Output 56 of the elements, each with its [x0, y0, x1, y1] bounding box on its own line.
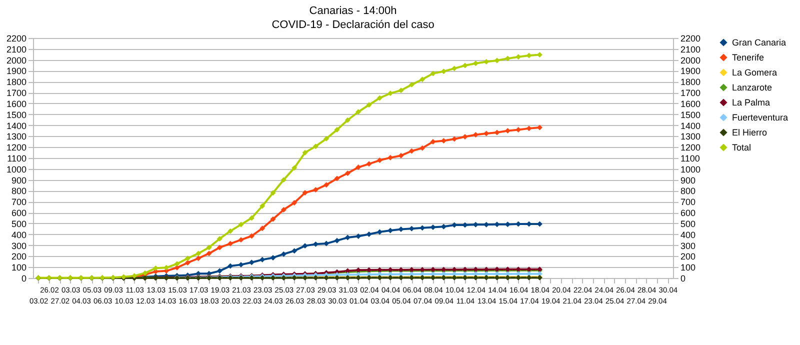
legend-label: La Palma [732, 98, 770, 108]
y-tick-label: 1400 [6, 120, 26, 131]
y2-tick-label: 2200 [680, 34, 701, 44]
y-tick-label: 300 [11, 240, 26, 251]
y2-tick-label: 100 [680, 262, 696, 273]
chart-title: Canarias - 14:00h [309, 5, 397, 17]
y2-tick-label: 1400 [680, 120, 701, 131]
legend-label: Lanzarote [732, 82, 772, 92]
y-tick-label: 700 [11, 197, 26, 208]
y2-tick-label: 1200 [680, 142, 701, 153]
y2-tick-label: 700 [680, 197, 696, 208]
y2-tick-label: 1900 [680, 66, 701, 76]
y2-tick-label: 300 [680, 240, 696, 251]
y2-tick-label: 1300 [680, 132, 701, 142]
y2-tick-label: 200 [680, 252, 696, 262]
y-tick-label: 2200 [6, 34, 26, 44]
y-tick-label: 1700 [6, 88, 26, 98]
y-tick-label: 1200 [6, 142, 26, 153]
y-tick-label: 500 [11, 218, 26, 229]
y2-tick-label: 800 [680, 186, 696, 196]
y-tick-label: 900 [11, 175, 26, 186]
y-tick-label: 1300 [6, 132, 26, 142]
y-tick-label: 1600 [6, 98, 26, 109]
y-tick-label: 1900 [6, 66, 26, 76]
chart-subtitle: COVID-19 - Declaración del caso [272, 19, 434, 31]
y-tick-label: 1500 [6, 110, 26, 120]
y-tick-label: 600 [11, 208, 26, 218]
y2-tick-label: 900 [680, 175, 696, 186]
y-tick-label: 200 [11, 252, 26, 262]
y-tick-label: 1800 [6, 77, 26, 88]
y-tick-label: 800 [11, 186, 26, 196]
y2-tick-label: 1100 [680, 154, 700, 164]
y2-tick-label: 1800 [680, 77, 701, 88]
y2-tick-label: 600 [680, 208, 696, 218]
legend-label: Tenerife [732, 52, 764, 62]
y-tick-label: 2100 [6, 44, 26, 54]
y2-tick-label: 1700 [680, 88, 701, 98]
y-tick-label: 400 [11, 230, 26, 240]
y-tick-label: 2000 [6, 55, 26, 66]
y2-tick-label: 500 [680, 218, 696, 229]
y2-tick-label: 1600 [680, 98, 701, 109]
y2-tick-label: 2100 [680, 44, 701, 54]
y2-tick-label: 0 [680, 274, 686, 284]
y2-tick-label: 2000 [680, 55, 701, 66]
y2-tick-label: 400 [680, 230, 696, 240]
y2-tick-label: 1000 [680, 164, 701, 174]
legend-label: Total [732, 142, 752, 152]
y-tick-label: 0 [21, 274, 26, 284]
y-tick-label: 1000 [6, 164, 26, 174]
y2-tick-label: 1500 [680, 110, 701, 120]
y-tick-label: 1100 [7, 154, 26, 164]
legend-label: La Gomera [732, 68, 778, 78]
legend-label: Fuerteventura [732, 112, 788, 122]
legend-label: El Hierro [732, 128, 768, 138]
y-tick-label: 100 [11, 262, 26, 273]
legend-label: Gran Canaria [732, 38, 786, 48]
